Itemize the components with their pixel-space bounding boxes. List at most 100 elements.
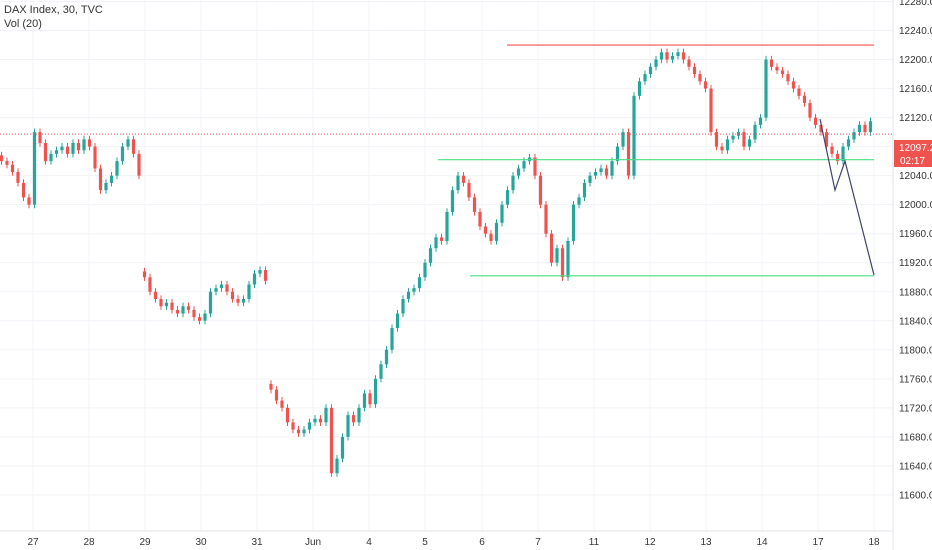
candle-body [0, 155, 4, 162]
y-tick-label: 11920.0 [899, 258, 932, 269]
candle-body [27, 197, 31, 205]
candle-body [511, 175, 515, 191]
candle-body [208, 291, 213, 314]
candle-body [38, 132, 42, 144]
candle-body [428, 248, 433, 263]
x-tick-label: 5 [422, 537, 428, 548]
candle-body [302, 429, 306, 434]
candle-body [467, 182, 471, 198]
candle-body [406, 291, 411, 300]
candle-body [813, 117, 818, 125]
candle-body [423, 262, 427, 278]
candle-body [769, 59, 774, 67]
candle-body [610, 161, 614, 176]
candle-body [637, 81, 642, 96]
price-badge: 12097.2 [894, 140, 932, 154]
grid [0, 0, 893, 531]
candle-body [390, 328, 394, 350]
candle-body [412, 288, 416, 292]
countdown-badge-bg [894, 154, 932, 167]
candle-body [351, 415, 356, 423]
candle-body [791, 81, 796, 89]
y-tick-label: 11600.0 [899, 490, 932, 501]
candle-body [588, 175, 592, 183]
candle-body [120, 146, 125, 162]
time-axis: 27 28 29 30 31 Jun 4 5 6 7 11 12 13 14 17 18 [27, 537, 880, 548]
candle-body [82, 139, 86, 151]
candle-body [43, 143, 48, 162]
candle-body [373, 378, 378, 405]
candle-body [632, 95, 636, 176]
candle-body [324, 407, 328, 423]
candle-body [76, 143, 81, 151]
candle-body [252, 273, 257, 285]
candle-body [346, 415, 350, 437]
x-tick-label: 6 [479, 537, 485, 548]
x-tick-label: 14 [756, 537, 768, 548]
x-tick-label: 11 [589, 537, 600, 548]
candle-body [5, 161, 9, 165]
candle-body [797, 88, 801, 96]
candle-body [258, 269, 262, 274]
volume-indicator-label[interactable]: Vol (20) [4, 18, 42, 30]
candle-body [643, 74, 647, 82]
candle-body [384, 349, 389, 365]
candle-body [60, 146, 64, 151]
candle-body [725, 139, 730, 151]
candle-body [285, 407, 290, 423]
candle-body [555, 248, 559, 263]
candle-body [21, 182, 26, 198]
candle-body [181, 306, 185, 314]
candle-body [461, 175, 466, 183]
candle-body [709, 88, 713, 133]
candle-body [604, 168, 609, 176]
candle-body [692, 66, 697, 75]
chart-legend: DAX Index, 30, TVC Vol (20) [4, 3, 103, 31]
candle-body [368, 393, 372, 405]
candle-body [203, 313, 207, 321]
price-badge-bg [894, 140, 932, 154]
candle-body [10, 164, 15, 173]
candle-body [747, 139, 752, 147]
x-tick-label: 27 [27, 537, 39, 548]
y-tick-label: 11840.0 [899, 316, 932, 327]
candle-body [131, 139, 136, 154]
candle-body [16, 172, 20, 183]
y-tick-label: 12280.0 [899, 0, 932, 8]
symbol-title[interactable]: DAX Index, 30, TVC [4, 4, 103, 16]
candle-body [659, 52, 664, 60]
candle-body [197, 317, 202, 321]
y-tick-label: 12160.0 [899, 84, 932, 95]
y-tick-label: 11680.0 [899, 432, 932, 443]
candle-body [483, 226, 488, 234]
candle-body [362, 393, 367, 408]
candle-body [742, 132, 746, 147]
candle-body [236, 299, 240, 303]
y-tick-label: 12240.0 [899, 26, 932, 37]
candle-body [32, 132, 37, 205]
candle-body [830, 146, 834, 154]
projection-path[interactable] [819, 118, 875, 276]
price-axis-panel[interactable] [893, 0, 932, 550]
candle-body [758, 117, 763, 125]
candle-body [505, 190, 510, 205]
candle-body [109, 175, 114, 183]
candle-body [786, 74, 790, 82]
candle-body [533, 157, 537, 176]
x-tick-label: 7 [535, 537, 541, 548]
candle-body [500, 204, 504, 223]
candle-body [538, 175, 543, 205]
candle-body [214, 288, 218, 292]
candle-body [439, 237, 444, 241]
candle-body [49, 153, 53, 162]
candle-body [753, 124, 757, 140]
candle-body [687, 59, 691, 67]
candle-body [571, 204, 576, 241]
candle-body [104, 182, 108, 191]
price-axis: 11600.0 11640.0 11680.0 11720.0 11760.0 11800… [899, 0, 932, 501]
candle-body [577, 197, 581, 205]
candle-body [313, 418, 317, 423]
candle-body [863, 124, 867, 133]
candle-body [401, 299, 405, 314]
